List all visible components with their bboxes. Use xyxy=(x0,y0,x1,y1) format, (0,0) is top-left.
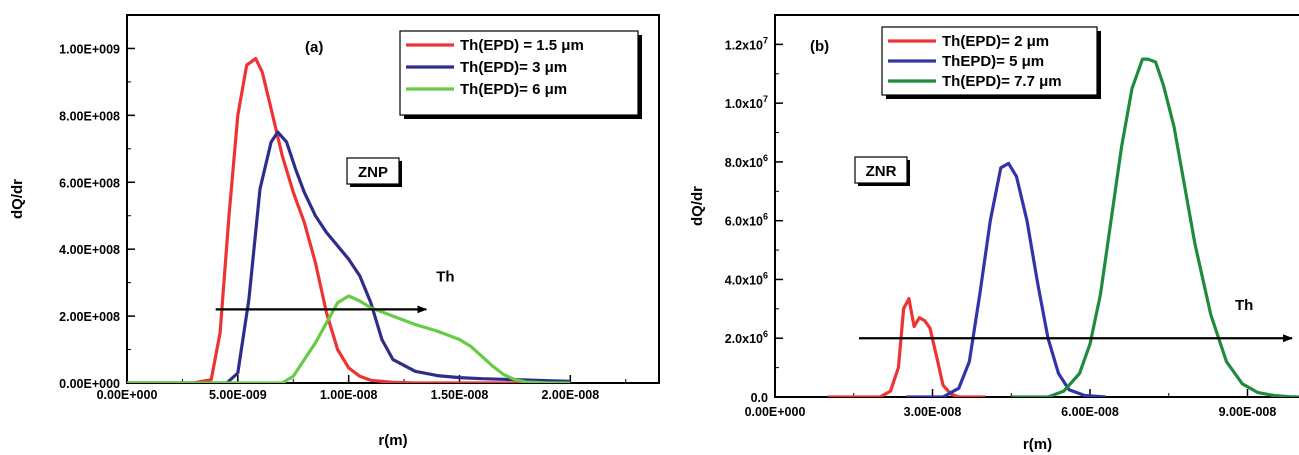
tag-label: ZNP xyxy=(358,164,388,181)
x-tick-label: 1.50E-008 xyxy=(431,388,489,402)
arrow-label: Th xyxy=(436,268,454,285)
y-tick-label: 4.00E+008 xyxy=(59,243,120,257)
series-line-1 xyxy=(827,297,985,397)
x-axis-title: r(m) xyxy=(1023,436,1052,453)
y-tick-label: 1.00E+009 xyxy=(59,42,120,56)
chart-panel-a: 0.00E+000 5.00E-009 1.00E-008 1.50E-008 2.00… xyxy=(9,14,660,449)
series-line-3 xyxy=(127,294,571,383)
x-tick-label: 3.00E-008 xyxy=(904,405,962,419)
y-tick-label: 6.00E+008 xyxy=(59,176,120,190)
series-line-2 xyxy=(127,130,571,383)
x-tick-label: 9.00E-008 xyxy=(1219,405,1277,419)
y-tick-label: 1.0x107 xyxy=(725,94,768,111)
tag-label: ZNR xyxy=(866,163,897,180)
y-axis-title: dQ/dr xyxy=(9,179,26,219)
chart-panel-b: 0.00E+000 3.00E-008 6.00E-008 9.00E-008 0.0 2… xyxy=(689,14,1299,453)
tag-box xyxy=(854,156,908,184)
panel-label: (a) xyxy=(305,39,323,56)
series-line-1 xyxy=(127,56,571,383)
y-tick-label: 0.00E+000 xyxy=(59,377,120,391)
y-tick-label: 4.0x106 xyxy=(725,270,768,287)
x-tick-label: 0.00E+000 xyxy=(745,405,806,419)
x-tick-label: 6.00E-008 xyxy=(1061,405,1119,419)
y-axis-title: dQ/dr xyxy=(689,186,706,226)
y-tick-label: 0.0 xyxy=(751,391,768,405)
y-tick-label: 2.0x106 xyxy=(725,329,768,346)
x-axis-title: r(m) xyxy=(378,432,407,449)
y-tick-label: 8.00E+008 xyxy=(59,109,120,123)
x-tick-label: 0.00E+000 xyxy=(97,388,158,402)
legend-label-1: Th(EPD) = 1.5 μm xyxy=(460,37,584,54)
legend-label-3: Th(EPD)= 7.7 μm xyxy=(942,73,1062,90)
tag-box xyxy=(346,157,400,185)
legend-label-2: Th(EPD)= 3 μm xyxy=(460,59,567,76)
y-tick-label: 1.2x107 xyxy=(725,35,768,52)
series-line-2 xyxy=(906,161,1106,397)
arrow-label: Th xyxy=(1235,297,1253,314)
legend-label-2: ThEPD)= 5 μm xyxy=(942,53,1044,70)
legend-label-1: Th(EPD)= 2 μm xyxy=(942,33,1049,50)
x-tick-label: 5.00E-009 xyxy=(209,388,267,402)
x-tick-label: 1.00E-008 xyxy=(320,388,378,402)
panel-label: (b) xyxy=(810,38,829,55)
x-tick-label: 2.00E-008 xyxy=(541,388,599,402)
legend-label-3: Th(EPD)= 6 μm xyxy=(460,81,567,98)
y-tick-label: 2.00E+008 xyxy=(59,310,120,324)
y-tick-label: 6.0x106 xyxy=(725,212,768,229)
series-line-3 xyxy=(1011,57,1299,397)
y-tick-label: 8.0x106 xyxy=(725,153,768,170)
